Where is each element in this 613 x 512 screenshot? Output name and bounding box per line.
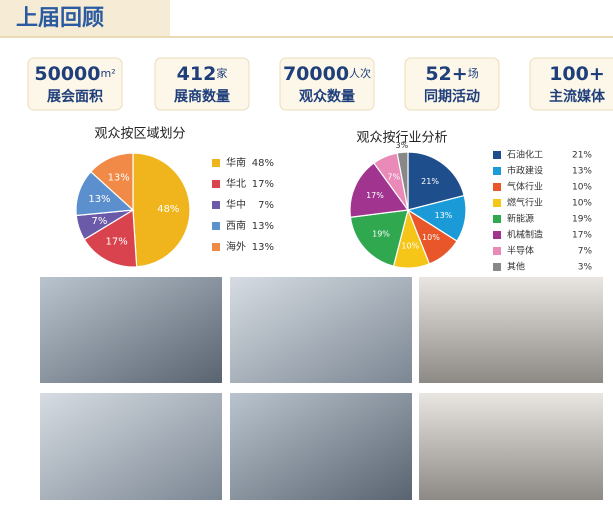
- pie-slice: [89, 152, 134, 212]
- legend-value: 7%: [258, 200, 274, 211]
- legend-swatch: [493, 167, 501, 175]
- stat-value: 412家: [177, 63, 228, 85]
- legend-swatch: [212, 243, 220, 251]
- legend-label: 华中: [226, 198, 246, 211]
- stat-label: 观众数量: [299, 88, 355, 105]
- legend-label: 机械制造: [507, 229, 543, 241]
- stat-number: 412: [177, 63, 217, 85]
- pie-slice: [349, 209, 409, 267]
- legend-swatch: [212, 159, 220, 167]
- stat-number: 50000: [34, 63, 100, 85]
- legend-value: 13%: [572, 167, 592, 177]
- stat-number: 70000: [283, 63, 349, 85]
- header-rule: [0, 36, 613, 38]
- photo: [419, 277, 603, 383]
- stat-unit: 人次: [349, 66, 371, 80]
- legend-value: 3%: [578, 263, 593, 273]
- slice-label: 3%: [396, 141, 409, 150]
- slice-label: 7%: [92, 216, 108, 227]
- stat-label: 同期活动: [424, 88, 480, 105]
- slice-label: 10%: [401, 241, 419, 250]
- legend-swatch: [493, 215, 501, 223]
- stat-number: 100+: [549, 63, 605, 85]
- legend-value: 13%: [252, 221, 274, 232]
- slice-label: 10%: [422, 233, 440, 242]
- stat-box: [279, 57, 375, 111]
- slice-label: 13%: [435, 211, 453, 220]
- slice-label: 13%: [88, 194, 110, 205]
- legend-label: 气体行业: [507, 181, 543, 193]
- legend-value: 10%: [572, 199, 592, 209]
- legend-label: 其他: [507, 261, 525, 273]
- legend-value: 10%: [572, 183, 592, 193]
- legend-value: 21%: [572, 151, 592, 161]
- legend-label: 市政建设: [507, 165, 543, 177]
- legend-value: 17%: [572, 231, 592, 241]
- legend-swatch: [493, 231, 501, 239]
- legend-swatch: [212, 222, 220, 230]
- stat-value: 100+: [549, 63, 605, 85]
- stat-value: 52+场: [425, 63, 478, 85]
- slice-label: 17%: [106, 236, 128, 247]
- stat-label: 主流媒体: [549, 88, 606, 105]
- slice-label: 7%: [387, 172, 400, 181]
- legend-label: 石油化工: [507, 149, 543, 161]
- legend-label: 海外: [226, 240, 246, 253]
- header-band: [0, 0, 170, 38]
- legend-swatch: [212, 201, 220, 209]
- legend-label: 华南: [226, 156, 246, 169]
- legend-label: 华北: [226, 177, 246, 190]
- stat-label: 展商数量: [174, 88, 230, 105]
- legend-swatch: [493, 199, 501, 207]
- legend-swatch: [493, 263, 501, 271]
- stat-number: 52+: [425, 63, 467, 85]
- stat-box: [154, 57, 250, 111]
- stat-value: 50000m²: [34, 63, 115, 85]
- stat-box: [404, 57, 500, 111]
- legend-swatch: [493, 247, 501, 255]
- stat-label: 展会面积: [47, 88, 103, 105]
- pie-slice: [396, 151, 409, 211]
- stat-unit: 家: [216, 66, 227, 80]
- legend-label: 燃气行业: [507, 197, 543, 209]
- legend-swatch: [493, 183, 501, 191]
- stat-box: [529, 57, 613, 111]
- legend-swatch: [212, 180, 220, 188]
- slice-label: 19%: [372, 229, 390, 238]
- stat-unit: m²: [100, 67, 115, 80]
- pie-slice: [83, 208, 138, 268]
- slice-label: 13%: [108, 173, 130, 184]
- pie-slice: [407, 151, 465, 211]
- pie-slice: [349, 162, 410, 218]
- legend-value: 48%: [252, 158, 274, 169]
- chart-title: 观众按行业分析: [356, 131, 447, 146]
- stat-value: 70000人次: [283, 63, 371, 85]
- photo: [40, 393, 222, 500]
- legend-value: 19%: [572, 215, 592, 225]
- photo: [230, 277, 412, 383]
- header-title: 上届回顾: [16, 6, 104, 31]
- photo: [40, 277, 222, 383]
- chart-title: 观众按区域划分: [94, 127, 185, 142]
- pie-slice: [132, 152, 191, 268]
- photo-grid: [40, 277, 603, 500]
- photo: [230, 393, 412, 500]
- legend-label: 半导体: [507, 245, 534, 257]
- legend-value: 13%: [252, 242, 274, 253]
- legend-value: 7%: [578, 247, 593, 257]
- legend-label: 新能源: [507, 213, 534, 225]
- slice-label: 48%: [157, 204, 179, 215]
- legend-label: 西南: [226, 219, 246, 232]
- legend-swatch: [493, 151, 501, 159]
- slice-label: 17%: [366, 191, 384, 200]
- photo: [419, 393, 603, 500]
- stat-unit: 场: [468, 66, 479, 80]
- legend-value: 17%: [252, 179, 274, 190]
- stat-box: [27, 57, 123, 111]
- slice-label: 21%: [421, 177, 439, 186]
